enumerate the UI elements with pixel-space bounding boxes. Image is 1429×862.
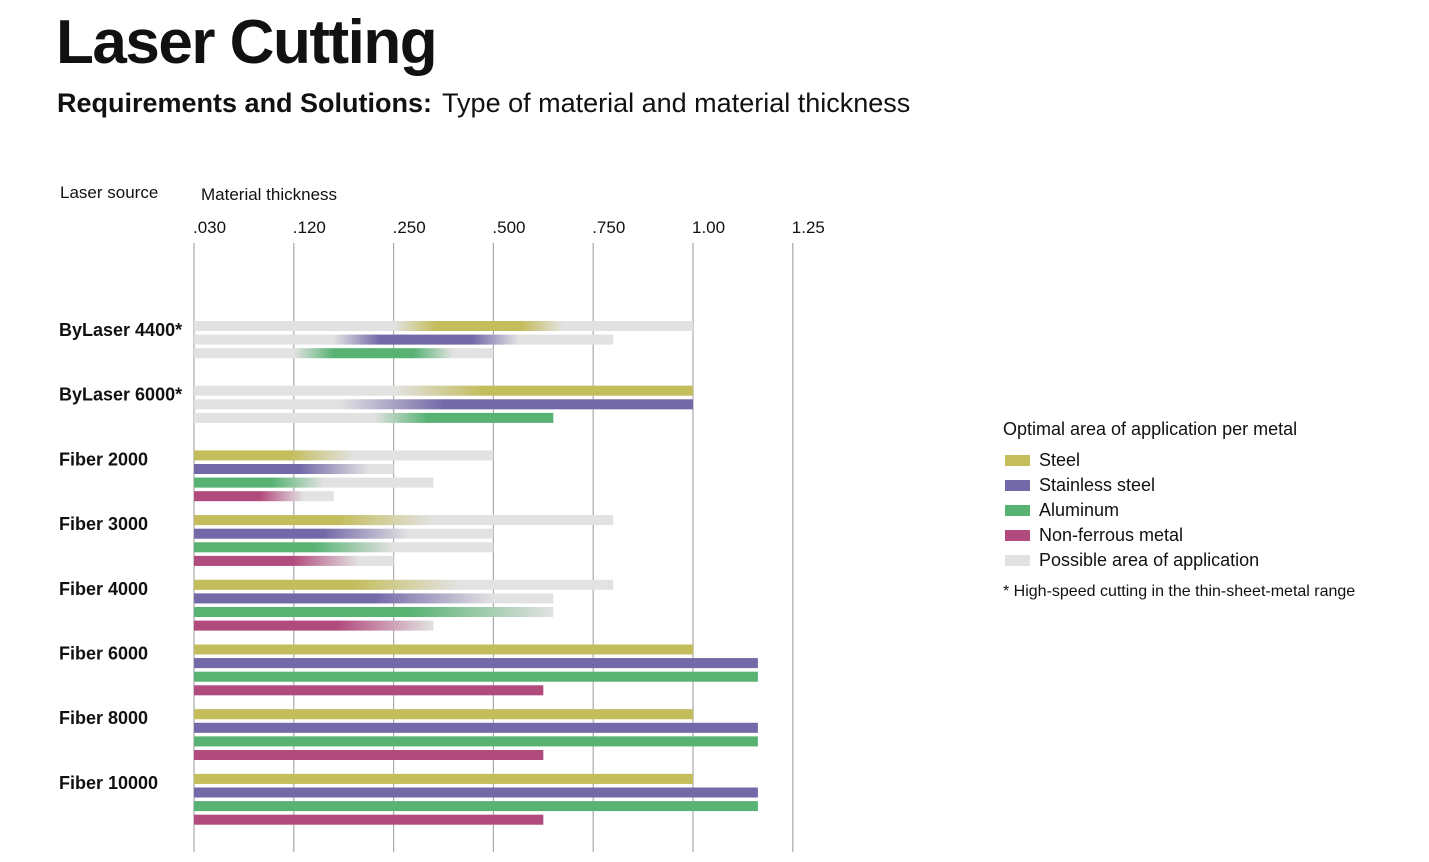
bar-optimal-fiber-2000-steel — [194, 450, 354, 461]
x-tick-label: .750 — [592, 218, 625, 237]
page-title: Laser Cutting — [56, 8, 438, 77]
subtitle-bold: Requirements and Solutions: — [57, 88, 433, 118]
bar-group-fiber-8000 — [194, 709, 758, 760]
bar-optimal-fiber-10000-aluminum — [194, 801, 758, 812]
bar-optimal-bylaser-4400-stainless-steel — [333, 334, 519, 345]
material-thickness-header: Material thickness — [201, 185, 338, 204]
laser-source-label-fiber-4000: Fiber 4000 — [59, 579, 148, 599]
bar-optimal-fiber-10000-stainless-steel — [194, 787, 758, 798]
legend-swatch-steel — [1005, 455, 1030, 466]
x-tick-label: 1.00 — [692, 218, 725, 237]
bar-optimal-fiber-4000-stainless-steel — [194, 593, 494, 604]
x-tick-label: 1.25 — [792, 218, 825, 237]
bar-optimal-fiber-3000-stainless-steel — [194, 528, 409, 539]
legend-label-non-ferrous-metal: Non-ferrous metal — [1039, 525, 1184, 545]
bar-group-fiber-6000 — [194, 644, 758, 696]
bar-optimal-fiber-4000-aluminum — [194, 607, 554, 617]
legend: Optimal area of application per metal St… — [1003, 417, 1413, 601]
bar-optimal-fiber-3000-steel — [194, 515, 434, 526]
x-tick-labels: .030 .120 .250 .500 .750 1.00 1.25 — [193, 218, 825, 237]
laser-source-label-fiber-2000: Fiber 2000 — [59, 449, 148, 469]
bar-group-fiber-4000 — [194, 579, 614, 631]
bar-group-bylaser-6000 — [194, 385, 693, 423]
laser-source-header: Laser source — [60, 183, 159, 202]
legend-label-possible-area: Possible area of application — [1039, 550, 1260, 570]
bar-optimal-bylaser-4400-steel — [393, 321, 564, 331]
x-tick-label: .120 — [293, 218, 326, 237]
subtitle-rest: Type of material and material thickness — [442, 88, 911, 118]
legend-swatch-stainless-steel — [1005, 480, 1030, 491]
laser-source-labels: ByLaser 4400* ByLaser 6000* Fiber 2000 Fibe… — [59, 320, 182, 793]
bar-group-fiber-2000 — [194, 450, 494, 502]
bar-optimal-fiber-6000-aluminum — [194, 671, 758, 682]
legend-label-aluminum: Aluminum — [1039, 500, 1120, 520]
legend-item-steel: Steel — [1003, 448, 1413, 473]
bar-optimal-fiber-4000-steel — [194, 579, 459, 590]
bar-group-bylaser-4400 — [194, 321, 693, 359]
bar-optimal-fiber-8000-stainless-steel — [194, 722, 758, 733]
laser-source-label-fiber-6000: Fiber 6000 — [59, 644, 148, 664]
bar-optimal-fiber-2000-non-ferrous-metal — [194, 491, 304, 502]
bar-optimal-fiber-3000-non-ferrous-metal — [194, 555, 359, 566]
legend-title: Optimal area of application per metal — [1003, 419, 1298, 439]
bar-optimal-fiber-2000-aluminum — [194, 477, 324, 488]
laser-source-label-fiber-10000: Fiber 10000 — [59, 773, 158, 793]
legend-item-stainless-steel: Stainless steel — [1003, 473, 1413, 498]
bar-groups — [194, 321, 758, 825]
legend-label-steel: Steel — [1039, 450, 1081, 470]
bar-optimal-bylaser-6000-steel — [393, 385, 693, 396]
legend-label-stainless-steel: Stainless steel — [1039, 475, 1156, 495]
x-tick-label: .030 — [193, 218, 226, 237]
legend-item-non-ferrous-metal: Non-ferrous metal — [1003, 523, 1413, 548]
legend-footnote: * High-speed cutting in the thin-sheet-m… — [1003, 583, 1356, 600]
laser-source-label-fiber-3000: Fiber 3000 — [59, 514, 148, 534]
bar-optimal-bylaser-6000-stainless-steel — [338, 399, 693, 410]
x-tick-label: .250 — [393, 218, 426, 237]
bar-optimal-fiber-8000-aluminum — [194, 736, 758, 747]
laser-source-label-fiber-8000: Fiber 8000 — [59, 708, 148, 728]
bar-optimal-fiber-6000-stainless-steel — [194, 658, 758, 669]
bar-group-fiber-10000 — [194, 773, 758, 825]
bar-optimal-fiber-10000-steel — [194, 773, 693, 784]
legend-swatch-possible-area — [1005, 555, 1030, 566]
bar-optimal-fiber-8000-non-ferrous-metal — [194, 750, 544, 760]
bar-optimal-fiber-4000-non-ferrous-metal — [194, 620, 434, 631]
bar-optimal-fiber-3000-aluminum — [194, 542, 394, 553]
bar-optimal-bylaser-4400-aluminum — [293, 348, 454, 359]
laser-source-label-bylaser-6000: ByLaser 6000* — [59, 385, 182, 405]
page-subtitle: Requirements and Solutions: Type of mater… — [57, 86, 910, 120]
legend-item-aluminum: Aluminum — [1003, 498, 1413, 523]
bar-optimal-bylaser-6000-aluminum — [373, 412, 554, 423]
legend-item-possible-area: Possible area of application — [1003, 548, 1413, 573]
laser-source-label-bylaser-4400: ByLaser 4400* — [59, 320, 182, 340]
bar-optimal-fiber-8000-steel — [194, 709, 693, 720]
bar-group-fiber-3000 — [194, 515, 614, 566]
bar-optimal-fiber-6000-steel — [194, 644, 693, 655]
bar-optimal-fiber-6000-non-ferrous-metal — [194, 685, 544, 696]
bar-optimal-fiber-2000-stainless-steel — [194, 464, 369, 474]
bar-optimal-fiber-10000-non-ferrous-metal — [194, 814, 544, 825]
legend-swatch-non-ferrous-metal — [1005, 530, 1030, 541]
x-tick-label: .500 — [492, 218, 525, 237]
legend-swatch-aluminum — [1005, 505, 1030, 516]
